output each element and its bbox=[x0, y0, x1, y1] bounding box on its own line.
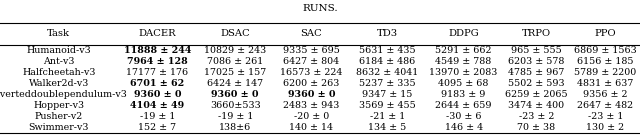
Text: 9335 ± 695: 9335 ± 695 bbox=[283, 46, 340, 55]
Text: DSAC: DSAC bbox=[220, 30, 250, 38]
Text: 9347 ± 15: 9347 ± 15 bbox=[362, 90, 413, 99]
Text: SAC: SAC bbox=[300, 30, 322, 38]
Text: 2483 ± 943: 2483 ± 943 bbox=[283, 101, 340, 110]
Text: -23 ± 1: -23 ± 1 bbox=[588, 112, 623, 121]
Text: 6200 ± 263: 6200 ± 263 bbox=[283, 79, 340, 88]
Text: 6259 ± 2065: 6259 ± 2065 bbox=[505, 90, 568, 99]
Text: Ant-v3: Ant-v3 bbox=[43, 57, 75, 66]
Text: 10829 ± 243: 10829 ± 243 bbox=[204, 46, 266, 55]
Text: Walker2d-v3: Walker2d-v3 bbox=[29, 79, 89, 88]
Text: 2644 ± 659: 2644 ± 659 bbox=[435, 101, 492, 110]
Text: 134 ± 5: 134 ± 5 bbox=[369, 123, 406, 132]
Text: Inverteddoublependulum-v3: Inverteddoublependulum-v3 bbox=[0, 90, 127, 99]
Text: -19 ± 1: -19 ± 1 bbox=[140, 112, 175, 121]
Text: 9360 ± 0: 9360 ± 0 bbox=[211, 90, 259, 99]
Text: 130 ± 2: 130 ± 2 bbox=[586, 123, 625, 132]
Text: 70 ± 38: 70 ± 38 bbox=[517, 123, 556, 132]
Text: 16573 ± 224: 16573 ± 224 bbox=[280, 68, 342, 77]
Text: PPO: PPO bbox=[595, 30, 616, 38]
Text: Task: Task bbox=[47, 30, 70, 38]
Text: 5237 ± 335: 5237 ± 335 bbox=[359, 79, 416, 88]
Text: 3660±533: 3660±533 bbox=[210, 101, 260, 110]
Text: 3474 ± 400: 3474 ± 400 bbox=[508, 101, 564, 110]
Text: 8632 ± 4041: 8632 ± 4041 bbox=[356, 68, 419, 77]
Text: 7086 ± 261: 7086 ± 261 bbox=[207, 57, 264, 66]
Text: 4785 ± 967: 4785 ± 967 bbox=[508, 68, 564, 77]
Text: Humanoid-v3: Humanoid-v3 bbox=[26, 46, 91, 55]
Text: 13970 ± 2083: 13970 ± 2083 bbox=[429, 68, 498, 77]
Text: 3569 ± 455: 3569 ± 455 bbox=[359, 101, 416, 110]
Text: 140 ± 14: 140 ± 14 bbox=[289, 123, 333, 132]
Text: -20 ± 0: -20 ± 0 bbox=[294, 112, 329, 121]
Text: TRPO: TRPO bbox=[522, 30, 551, 38]
Text: 9360 ± 0: 9360 ± 0 bbox=[287, 90, 335, 99]
Text: DACER: DACER bbox=[139, 30, 176, 38]
Text: 5789 ± 2200: 5789 ± 2200 bbox=[574, 68, 637, 77]
Text: 6427 ± 804: 6427 ± 804 bbox=[284, 57, 339, 66]
Text: 11888 ± 244: 11888 ± 244 bbox=[124, 46, 191, 55]
Text: 9183 ± 9: 9183 ± 9 bbox=[442, 90, 486, 99]
Text: -23 ± 2: -23 ± 2 bbox=[518, 112, 554, 121]
Text: 5502 ± 593: 5502 ± 593 bbox=[508, 79, 564, 88]
Text: Hopper-v3: Hopper-v3 bbox=[33, 101, 84, 110]
Text: 4095 ± 68: 4095 ± 68 bbox=[438, 79, 489, 88]
Text: 152 ± 7: 152 ± 7 bbox=[138, 123, 177, 132]
Text: 6424 ± 147: 6424 ± 147 bbox=[207, 79, 263, 88]
Text: -30 ± 6: -30 ± 6 bbox=[446, 112, 481, 121]
Text: 17177 ± 176: 17177 ± 176 bbox=[126, 68, 188, 77]
Text: TD3: TD3 bbox=[377, 30, 398, 38]
Text: 138±6: 138±6 bbox=[219, 123, 252, 132]
Text: 4549 ± 788: 4549 ± 788 bbox=[435, 57, 492, 66]
Text: 9356 ± 2: 9356 ± 2 bbox=[583, 90, 628, 99]
Text: 6184 ± 486: 6184 ± 486 bbox=[359, 57, 415, 66]
Text: 6869 ± 1563: 6869 ± 1563 bbox=[574, 46, 637, 55]
Text: 4831 ± 637: 4831 ± 637 bbox=[577, 79, 634, 88]
Text: 7964 ± 128: 7964 ± 128 bbox=[127, 57, 188, 66]
Text: DDPG: DDPG bbox=[448, 30, 479, 38]
Text: 146 ± 4: 146 ± 4 bbox=[445, 123, 483, 132]
Text: Swimmer-v3: Swimmer-v3 bbox=[29, 123, 89, 132]
Text: 9360 ± 0: 9360 ± 0 bbox=[134, 90, 181, 99]
Text: 2647 ± 482: 2647 ± 482 bbox=[577, 101, 634, 110]
Text: -21 ± 1: -21 ± 1 bbox=[370, 112, 405, 121]
Text: 5631 ± 435: 5631 ± 435 bbox=[359, 46, 416, 55]
Text: Pusher-v2: Pusher-v2 bbox=[35, 112, 83, 121]
Text: RUNS.: RUNS. bbox=[302, 4, 338, 13]
Text: 6156 ± 185: 6156 ± 185 bbox=[577, 57, 634, 66]
Text: Halfcheetah-v3: Halfcheetah-v3 bbox=[22, 68, 95, 77]
Text: -19 ± 1: -19 ± 1 bbox=[218, 112, 253, 121]
Text: 6203 ± 578: 6203 ± 578 bbox=[508, 57, 564, 66]
Text: 4104 ± 49: 4104 ± 49 bbox=[131, 101, 184, 110]
Text: 5291 ± 662: 5291 ± 662 bbox=[435, 46, 492, 55]
Text: 965 ± 555: 965 ± 555 bbox=[511, 46, 561, 55]
Text: 6701 ± 62: 6701 ± 62 bbox=[131, 79, 184, 88]
Text: 17025 ± 157: 17025 ± 157 bbox=[204, 68, 266, 77]
